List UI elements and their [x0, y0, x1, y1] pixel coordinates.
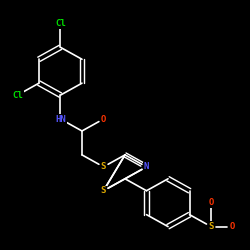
Text: S: S: [101, 162, 106, 171]
Text: HN: HN: [55, 114, 66, 124]
Text: Cl: Cl: [12, 90, 23, 100]
Text: Cl: Cl: [55, 19, 66, 28]
Text: N: N: [144, 162, 149, 171]
Text: S: S: [101, 186, 106, 195]
Text: O: O: [208, 198, 214, 207]
Text: O: O: [230, 222, 235, 231]
Text: O: O: [101, 114, 106, 124]
Text: S: S: [208, 222, 214, 231]
